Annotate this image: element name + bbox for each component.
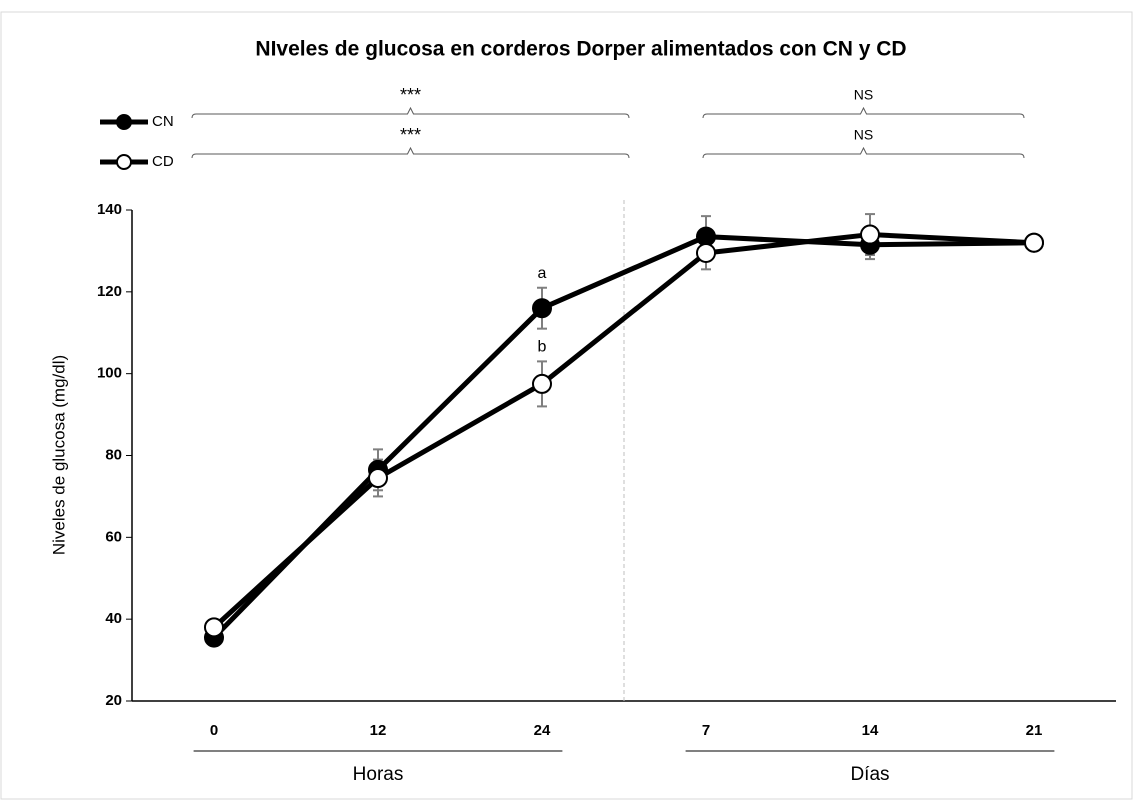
data-point <box>696 242 716 263</box>
chart-border <box>0 11 1133 800</box>
data-point <box>204 617 224 638</box>
data-point <box>696 226 716 247</box>
data-point <box>368 468 388 489</box>
x-tick-label: 7 <box>702 722 710 739</box>
legend-marker <box>116 154 132 170</box>
x-tick-label: 24 <box>534 722 551 739</box>
y-tick-label: 80 <box>105 446 122 463</box>
data-point <box>860 224 880 245</box>
significance-label: *** <box>400 125 421 145</box>
series-line <box>212 232 1035 630</box>
x-tick-label: 0 <box>210 722 218 739</box>
series-line <box>212 234 1035 640</box>
x-tick-label: 14 <box>862 722 879 739</box>
y-tick-label: 140 <box>97 201 122 218</box>
point-annotation: b <box>538 339 547 356</box>
legend-marker <box>116 114 132 130</box>
significance-label: NS <box>854 87 873 103</box>
y-tick-label: 120 <box>97 283 122 300</box>
significance-label: *** <box>400 85 421 105</box>
significance-bracket <box>191 106 630 119</box>
data-point <box>532 298 552 319</box>
y-tick-label: 100 <box>97 365 122 382</box>
chart-title: NIveles de glucosa en corderos Dorper al… <box>255 38 906 61</box>
y-tick-label: 40 <box>105 610 122 627</box>
x-tick-label: 21 <box>1026 722 1043 739</box>
y-tick-label: 20 <box>105 692 122 709</box>
data-point <box>532 373 552 394</box>
significance-label: NS <box>854 127 873 143</box>
y-tick-label: 60 <box>105 528 122 545</box>
y-axis-label: Niveles de glucosa (mg/dl) <box>49 355 68 555</box>
significance-bracket <box>702 106 1025 119</box>
data-point <box>1024 232 1044 253</box>
legend-label: CD <box>152 153 174 170</box>
legend-label: CN <box>152 113 174 130</box>
significance-bracket <box>702 146 1025 159</box>
x-tick-label: 12 <box>370 722 387 739</box>
group-label: Horas <box>353 764 404 785</box>
point-annotation: a <box>538 265 547 282</box>
significance-bracket <box>191 146 630 159</box>
group-label: Días <box>850 764 889 785</box>
